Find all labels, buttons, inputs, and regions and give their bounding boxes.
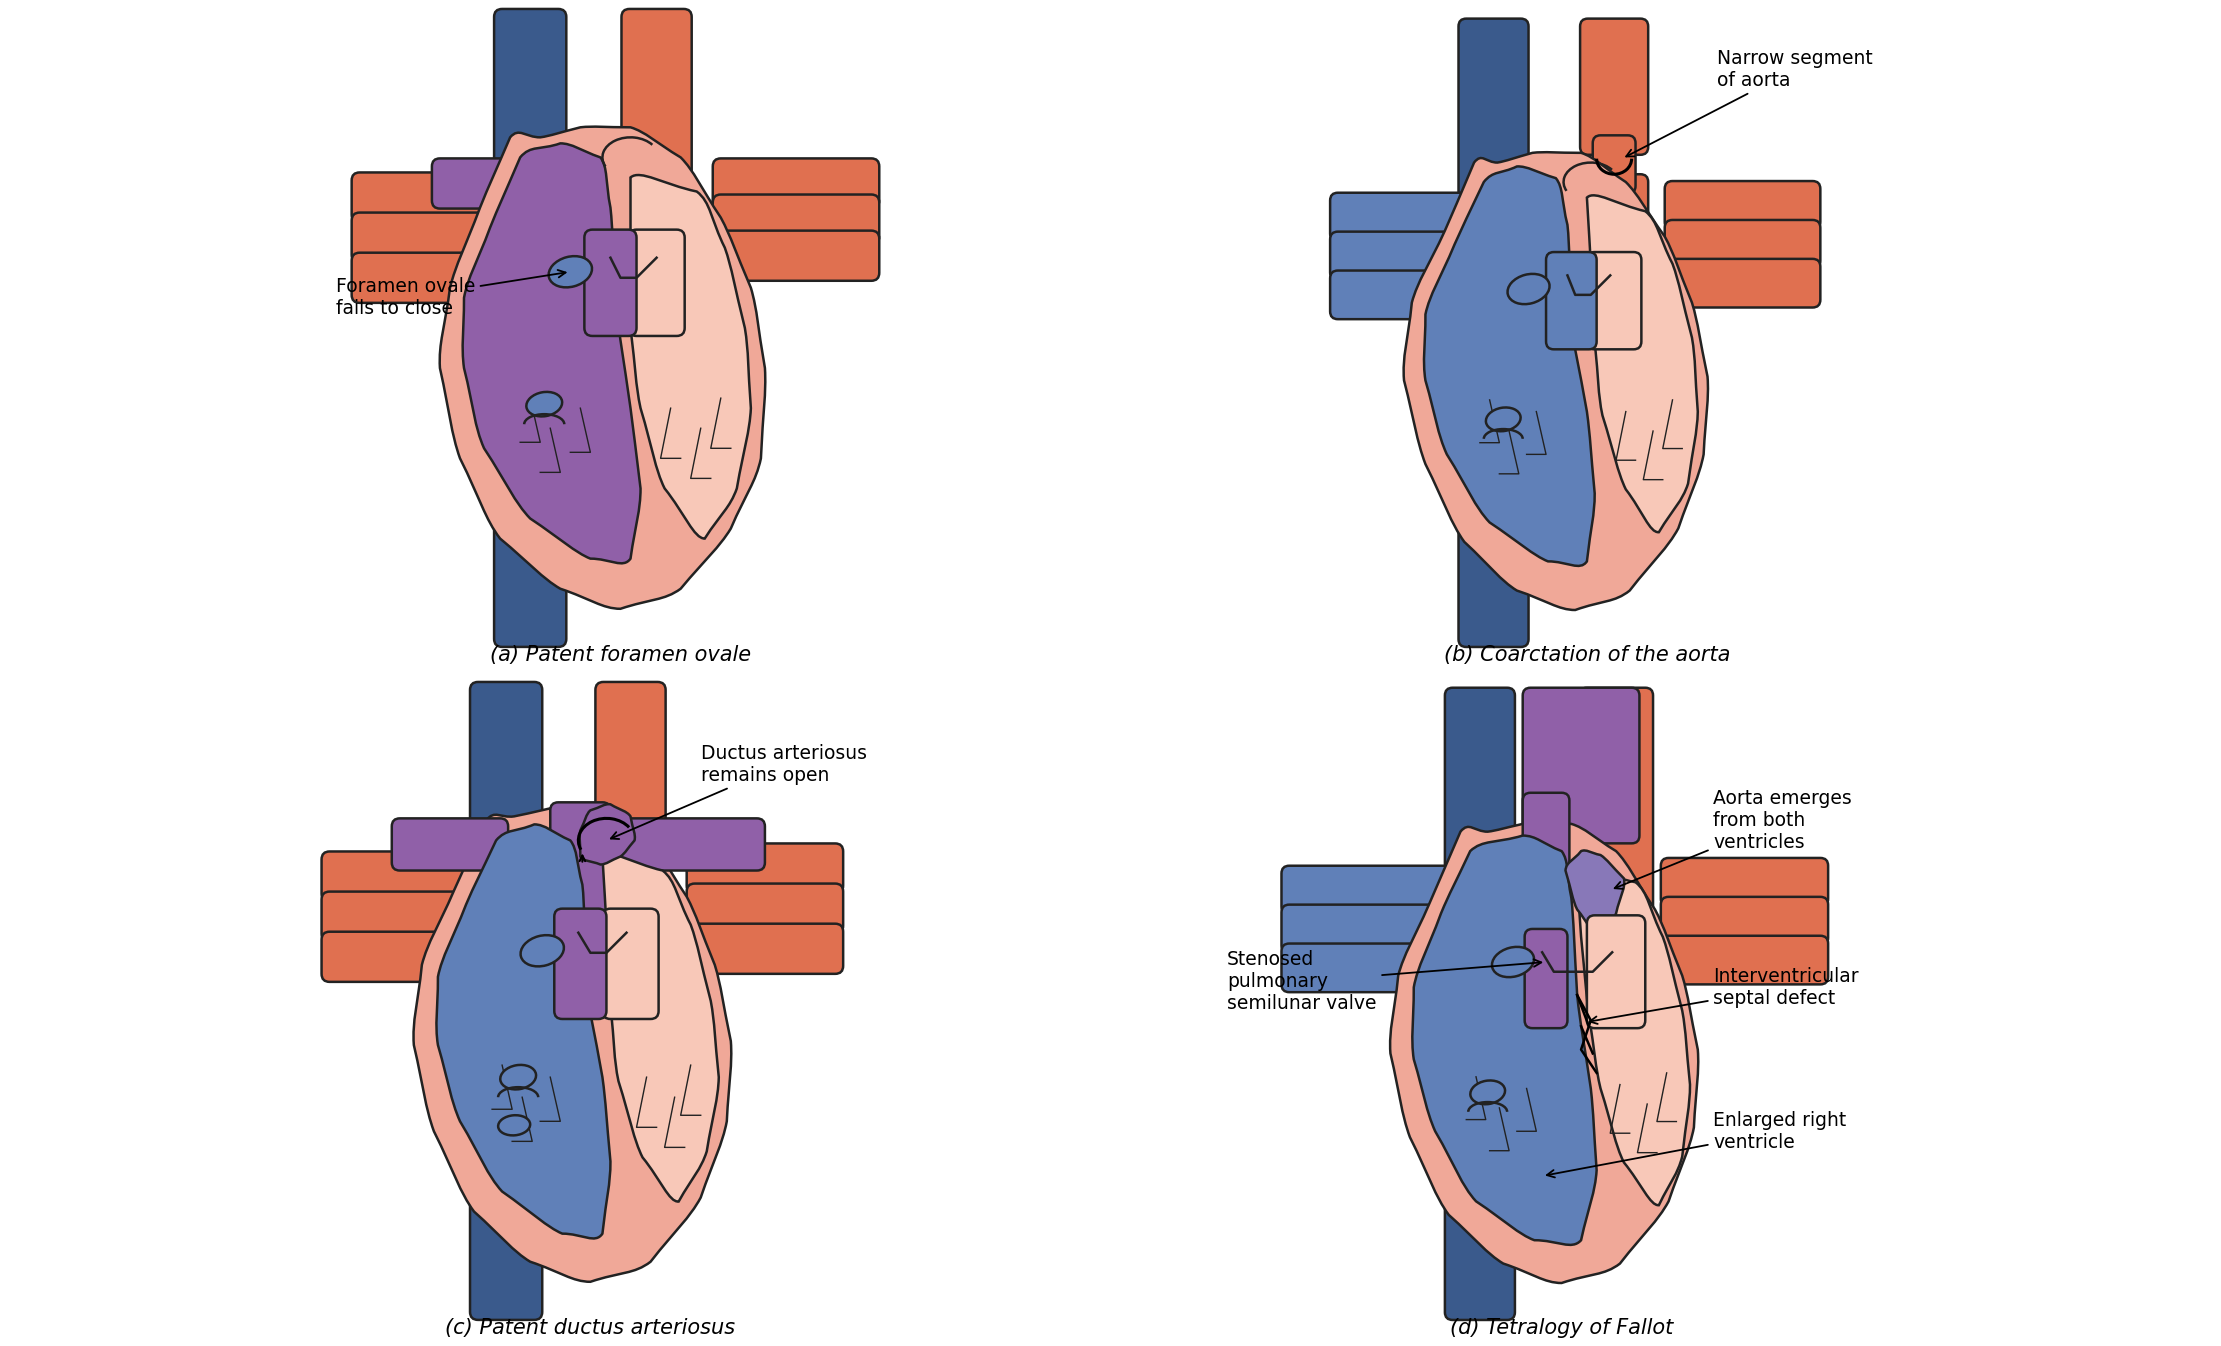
Ellipse shape <box>1493 946 1535 977</box>
FancyBboxPatch shape <box>1446 688 1515 1320</box>
FancyBboxPatch shape <box>351 253 517 303</box>
FancyBboxPatch shape <box>1524 688 1639 844</box>
Ellipse shape <box>526 392 562 416</box>
FancyBboxPatch shape <box>1524 929 1568 1028</box>
PathPatch shape <box>602 855 720 1202</box>
Ellipse shape <box>1486 408 1521 431</box>
FancyBboxPatch shape <box>584 230 637 336</box>
FancyBboxPatch shape <box>1586 915 1646 1028</box>
FancyBboxPatch shape <box>686 923 844 975</box>
FancyBboxPatch shape <box>1579 688 1652 970</box>
Text: (b) Coarctation of the aorta: (b) Coarctation of the aorta <box>1444 645 1730 665</box>
Ellipse shape <box>520 935 564 966</box>
PathPatch shape <box>1413 836 1597 1245</box>
PathPatch shape <box>580 804 635 864</box>
FancyBboxPatch shape <box>1666 258 1821 307</box>
FancyBboxPatch shape <box>1282 944 1461 992</box>
FancyBboxPatch shape <box>1592 136 1635 194</box>
FancyBboxPatch shape <box>686 844 844 894</box>
Text: Interventricular
septal defect: Interventricular septal defect <box>1590 966 1859 1024</box>
Text: Ductus arteriosus
remains open: Ductus arteriosus remains open <box>611 744 866 839</box>
PathPatch shape <box>1577 868 1690 1205</box>
Ellipse shape <box>500 1065 535 1089</box>
Ellipse shape <box>549 256 593 287</box>
Text: Stenosed
pulmonary
semilunar valve: Stenosed pulmonary semilunar valve <box>1226 950 1541 1014</box>
FancyBboxPatch shape <box>713 195 880 245</box>
PathPatch shape <box>1404 152 1708 610</box>
FancyBboxPatch shape <box>551 802 611 989</box>
FancyBboxPatch shape <box>622 9 691 296</box>
FancyBboxPatch shape <box>322 852 493 902</box>
FancyBboxPatch shape <box>713 159 880 209</box>
Ellipse shape <box>1470 1081 1506 1104</box>
FancyBboxPatch shape <box>1330 232 1481 280</box>
Ellipse shape <box>498 1116 531 1136</box>
FancyBboxPatch shape <box>493 9 566 647</box>
FancyBboxPatch shape <box>1546 252 1597 350</box>
FancyBboxPatch shape <box>322 931 493 981</box>
Text: (a) Patent foramen ovale: (a) Patent foramen ovale <box>491 645 751 665</box>
FancyBboxPatch shape <box>1524 793 1570 999</box>
FancyBboxPatch shape <box>617 818 764 871</box>
FancyBboxPatch shape <box>595 682 666 969</box>
PathPatch shape <box>413 808 731 1281</box>
FancyBboxPatch shape <box>629 230 684 336</box>
FancyBboxPatch shape <box>1661 896 1828 945</box>
FancyBboxPatch shape <box>580 159 640 306</box>
FancyBboxPatch shape <box>1579 174 1648 311</box>
PathPatch shape <box>631 175 751 538</box>
PathPatch shape <box>440 127 766 608</box>
Text: Enlarged right
ventricle: Enlarged right ventricle <box>1546 1110 1846 1178</box>
FancyBboxPatch shape <box>351 213 517 262</box>
FancyBboxPatch shape <box>1661 857 1828 907</box>
Text: (d) Tetralogy of Fallot: (d) Tetralogy of Fallot <box>1450 1318 1672 1338</box>
FancyBboxPatch shape <box>1330 271 1481 319</box>
FancyBboxPatch shape <box>602 909 660 1019</box>
FancyBboxPatch shape <box>1330 192 1481 241</box>
FancyBboxPatch shape <box>431 159 529 209</box>
PathPatch shape <box>1390 824 1699 1283</box>
FancyBboxPatch shape <box>1579 19 1648 155</box>
FancyBboxPatch shape <box>713 230 880 281</box>
PathPatch shape <box>1424 167 1595 565</box>
PathPatch shape <box>1586 195 1697 532</box>
FancyBboxPatch shape <box>1661 935 1828 984</box>
PathPatch shape <box>438 824 611 1238</box>
Text: Foramen ovale
fails to close: Foramen ovale fails to close <box>335 271 566 319</box>
FancyBboxPatch shape <box>1666 219 1821 269</box>
FancyBboxPatch shape <box>1282 905 1461 953</box>
FancyBboxPatch shape <box>686 883 844 934</box>
FancyBboxPatch shape <box>1459 19 1528 647</box>
FancyBboxPatch shape <box>555 909 606 1019</box>
FancyBboxPatch shape <box>471 682 542 1320</box>
Text: Narrow segment
of aorta: Narrow segment of aorta <box>1626 48 1872 156</box>
Text: (c) Patent ductus arteriosus: (c) Patent ductus arteriosus <box>446 1318 735 1338</box>
PathPatch shape <box>1566 851 1624 933</box>
Text: Aorta emerges
from both
ventricles: Aorta emerges from both ventricles <box>1615 789 1852 888</box>
PathPatch shape <box>462 144 640 564</box>
FancyBboxPatch shape <box>391 818 509 871</box>
FancyBboxPatch shape <box>1282 865 1461 914</box>
FancyBboxPatch shape <box>1666 182 1821 230</box>
Ellipse shape <box>1508 273 1550 304</box>
FancyBboxPatch shape <box>1586 252 1641 350</box>
FancyBboxPatch shape <box>322 891 493 942</box>
FancyBboxPatch shape <box>351 172 517 222</box>
